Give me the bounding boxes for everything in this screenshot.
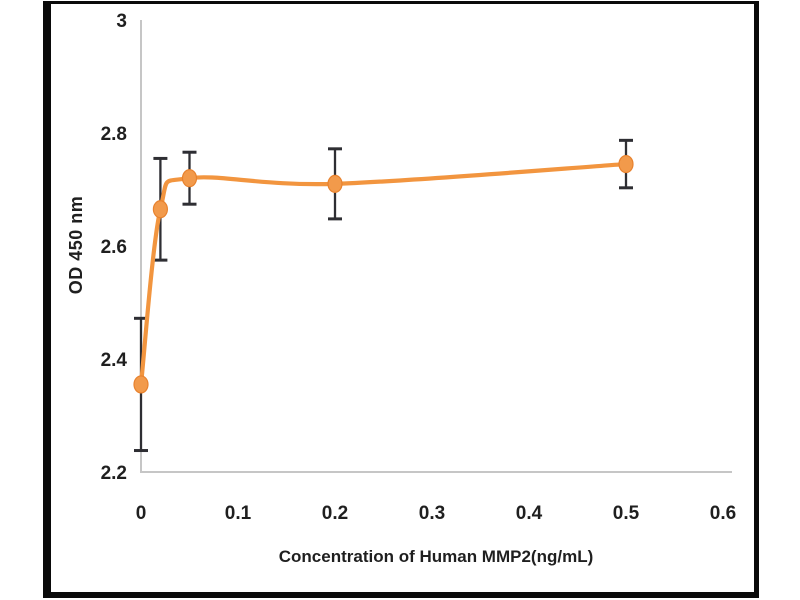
x-tick-label: 0 xyxy=(136,503,147,524)
x-axis-title: Concentration of Human MMP2(ng/mL) xyxy=(278,547,594,566)
y-tick-label: 2.2 xyxy=(101,463,127,484)
y-tick-label: 3 xyxy=(116,11,127,32)
data-point-marker xyxy=(327,174,343,193)
data-point-marker xyxy=(133,375,149,394)
x-tick-label: 0.4 xyxy=(516,503,543,524)
y-tick-label: 2.6 xyxy=(101,237,127,258)
y-axis-title: OD 450 nm xyxy=(66,195,86,295)
x-tick-label: 0.6 xyxy=(710,503,736,524)
x-tick-label: 0.5 xyxy=(613,503,640,524)
x-tick-label: 0.2 xyxy=(322,503,348,524)
series-line xyxy=(138,161,629,387)
x-tick-label: 0.3 xyxy=(419,503,445,524)
data-point-marker xyxy=(181,169,198,188)
data-point-marker xyxy=(618,154,634,174)
y-tick-label: 2.8 xyxy=(101,124,127,145)
data-point-marker xyxy=(152,200,168,219)
x-tick-label: 0.1 xyxy=(225,503,252,524)
y-tick-label: 2.4 xyxy=(101,350,128,371)
